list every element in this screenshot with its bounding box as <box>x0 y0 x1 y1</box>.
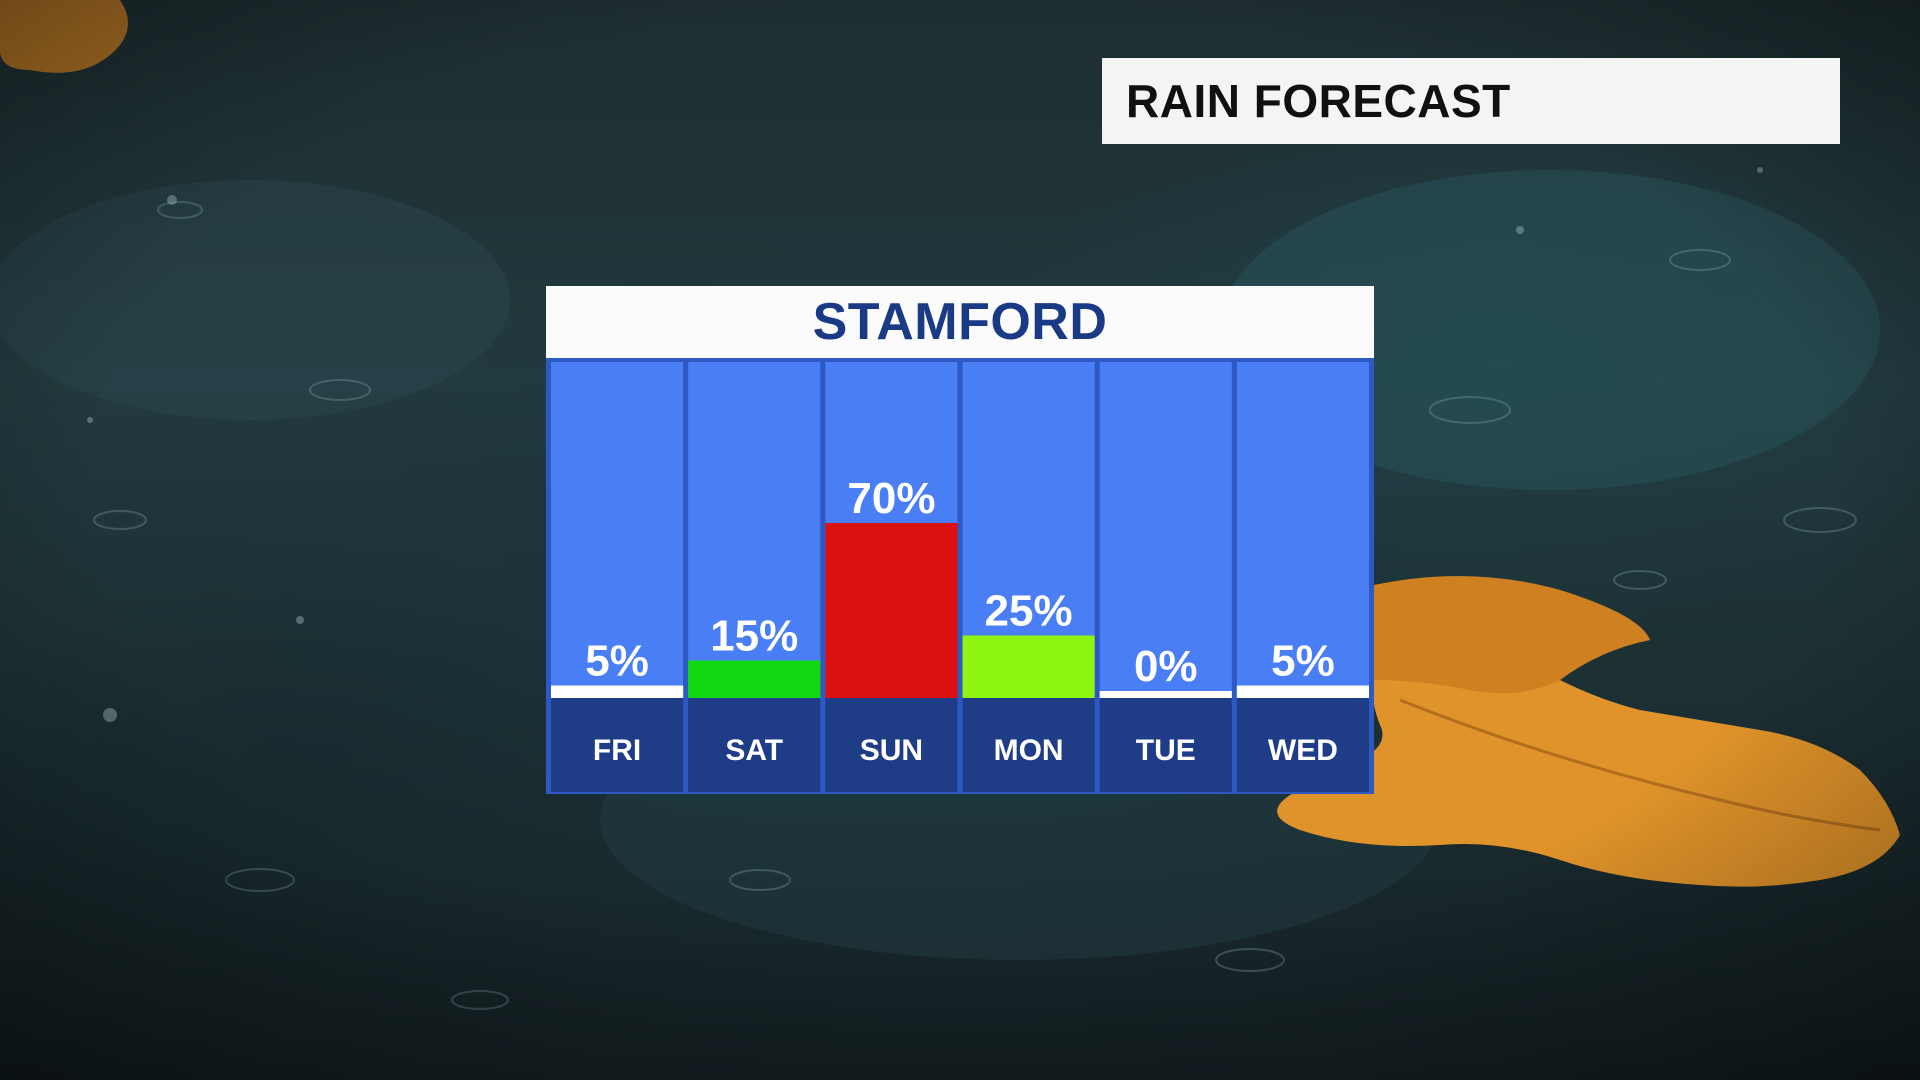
day-band-sun <box>825 698 958 792</box>
day-label-tue: TUE <box>1136 734 1196 767</box>
day-band-sat <box>688 698 821 792</box>
day-band-fri <box>551 698 684 792</box>
title-banner: RAIN FORECAST <box>1102 58 1840 144</box>
bar-fri <box>551 685 684 698</box>
rain-chance-bar-chart: 5% FRI 15% SAT 70% SUN 25% MON 0% TUE 5% WED <box>546 358 1374 794</box>
column-bg-sat <box>688 362 821 698</box>
column-bg-fri <box>551 362 684 698</box>
bar-tue <box>1099 691 1232 698</box>
column-bg-wed <box>1236 362 1369 698</box>
bar-sun <box>825 523 958 698</box>
day-band-wed <box>1236 698 1369 792</box>
day-label-sat: SAT <box>725 734 783 767</box>
value-label-fri: 5% <box>585 637 649 686</box>
value-label-tue: 0% <box>1134 642 1198 691</box>
bar-mon <box>962 635 1095 698</box>
city-header: STAMFORD <box>546 286 1374 358</box>
column-bg-tue <box>1099 362 1232 698</box>
day-label-sun: SUN <box>860 734 923 767</box>
value-label-mon: 25% <box>985 587 1073 636</box>
bar-sat <box>688 660 821 698</box>
value-label-wed: 5% <box>1271 637 1335 686</box>
day-label-mon: MON <box>994 734 1064 767</box>
day-label-wed: WED <box>1268 734 1338 767</box>
chart-title: STAMFORD <box>812 293 1108 351</box>
value-label-sat: 15% <box>710 612 798 661</box>
value-label-sun: 70% <box>847 474 935 523</box>
forecast-chart-panel: STAMFORD 5% FRI 15% SAT 70% SUN 25% MON 0% TUE 5% W… <box>546 286 1374 794</box>
day-label-fri: FRI <box>593 734 641 767</box>
bar-wed <box>1236 685 1369 698</box>
day-band-mon <box>962 698 1095 792</box>
chart-frame <box>546 358 1374 794</box>
day-band-tue <box>1099 698 1232 792</box>
graphic-title: RAIN FORECAST <box>1126 75 1511 127</box>
